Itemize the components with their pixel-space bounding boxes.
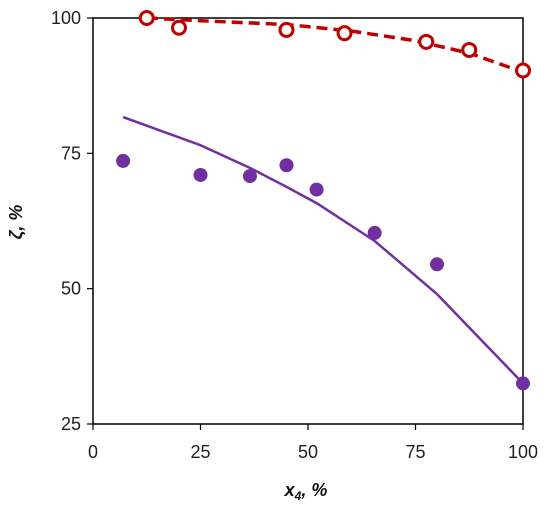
fit-line-solid — [122, 115, 524, 385]
x-axis-label-suffix: , % — [300, 480, 327, 500]
x-tick-label: 50 — [298, 442, 318, 462]
data-point-open — [515, 62, 531, 79]
series-layer — [116, 10, 531, 391]
y-tick-label: 50 — [61, 279, 81, 299]
x-axis-label-subscript: 4 — [294, 489, 302, 503]
y-tick-label: 75 — [61, 143, 81, 163]
data-point-open — [278, 21, 295, 38]
data-point-filled — [367, 225, 382, 240]
data-point-open — [461, 41, 478, 58]
x-tick-label: 100 — [508, 442, 538, 462]
data-point-open — [418, 33, 435, 50]
plot-area-frame — [92, 17, 524, 425]
data-point-filled — [309, 182, 324, 197]
data-point-open — [336, 25, 353, 42]
data-point-filled — [516, 376, 530, 391]
x-axis-label: x4, % — [284, 480, 328, 503]
y-tick-label: 25 — [61, 414, 81, 434]
data-point-open — [138, 10, 155, 26]
data-point-open — [171, 19, 187, 36]
x-axis-label-main: x — [284, 480, 296, 500]
y-tick-label: 100 — [51, 8, 81, 28]
data-point-filled — [193, 167, 208, 182]
y-axis-ticks: 25 50 75 100 — [51, 8, 93, 434]
x-tick-label: 75 — [405, 442, 425, 462]
y-axis-label: ζ, % — [6, 205, 27, 240]
data-point-filled — [279, 158, 294, 173]
data-point-filled — [430, 257, 444, 272]
x-tick-label: 0 — [88, 442, 98, 462]
x-axis-ticks: 0 25 50 75 100 — [88, 424, 538, 462]
x-tick-label: 25 — [190, 442, 210, 462]
data-point-filled — [116, 153, 131, 168]
data-point-filled — [242, 169, 257, 184]
